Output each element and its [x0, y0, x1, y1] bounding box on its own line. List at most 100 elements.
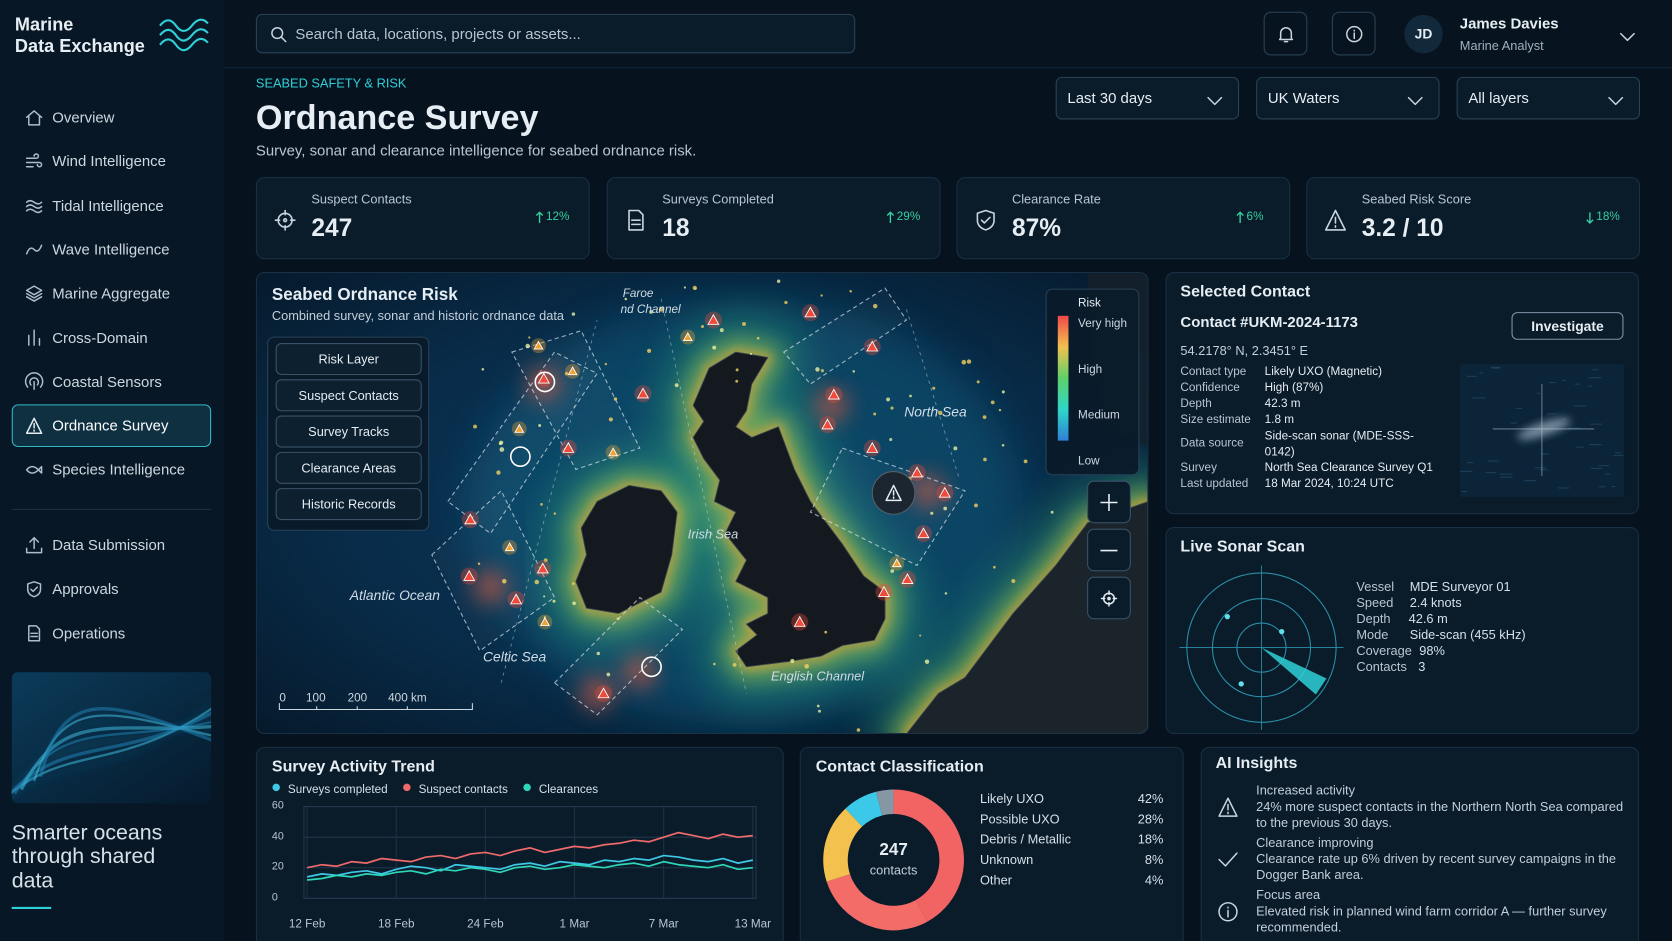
- info-button[interactable]: [1331, 11, 1376, 56]
- field-value: 42.3 m: [1264, 397, 1301, 411]
- icon: [271, 27, 287, 43]
- filter-label[interactable]: Last 30 days: [1067, 89, 1153, 107]
- nav-active[interactable]: [11, 404, 212, 448]
- donut-segment: [823, 808, 863, 882]
- page-subtitle: Survey, sonar and clearance intelligence…: [255, 141, 697, 159]
- survey-track: [660, 298, 747, 694]
- filter-label[interactable]: UK Waters: [1267, 89, 1340, 107]
- avatar: [1404, 14, 1443, 54]
- contact-marker: [464, 513, 477, 525]
- layer-button: [275, 451, 422, 484]
- contact-marker: [866, 340, 879, 352]
- nav-item[interactable]: Wave Intelligence: [52, 240, 170, 258]
- contact-marker: [938, 486, 951, 498]
- sighting: [553, 512, 557, 515]
- contact-marker: [707, 313, 720, 325]
- layer-button-label[interactable]: Suspect Contacts: [298, 388, 399, 404]
- nav-item[interactable]: Species Intelligence: [52, 460, 186, 478]
- x-tick-label: 7 Mar: [648, 917, 679, 931]
- sighting: [890, 569, 895, 573]
- layer-button-label[interactable]: Survey Tracks: [308, 424, 390, 440]
- sighting: [924, 659, 930, 664]
- contact-marker: [891, 558, 902, 568]
- sighting: [756, 336, 760, 340]
- search-placeholder[interactable]: Search data, locations, projects or asse…: [295, 25, 581, 43]
- sighting: [571, 312, 576, 316]
- icon: [1608, 96, 1624, 106]
- sighting: [824, 630, 828, 634]
- insight-text: Clearance rate up 6% driven by recent su…: [1256, 850, 1617, 882]
- sighting: [564, 371, 569, 376]
- nav-item[interactable]: Tidal Intelligence: [52, 196, 164, 214]
- nav-item[interactable]: Approvals: [52, 580, 119, 598]
- filter-label[interactable]: All layers: [1468, 89, 1529, 107]
- field-value: 2.4 knots: [1409, 595, 1462, 611]
- trend-arrow: [1586, 212, 1594, 224]
- nav-item[interactable]: Marine Aggregate: [52, 284, 171, 302]
- contact-marker: [567, 366, 578, 376]
- legend-label: Possible UXO: [979, 811, 1060, 827]
- sighting: [742, 322, 746, 326]
- sonar-texture: [1588, 385, 1593, 387]
- scale-label: 100: [306, 691, 326, 705]
- scale-bar: [278, 703, 473, 711]
- contact-marker: [539, 616, 550, 626]
- field-key: Confidence: [1180, 381, 1240, 395]
- field-value: North Sea Clearance Survey Q1: [1264, 461, 1433, 475]
- map-label: Celtic Sea: [483, 648, 547, 665]
- user-name: James Davies: [1459, 14, 1559, 32]
- layer-button-label[interactable]: Risk Layer: [318, 351, 379, 367]
- kpi-label: Suspect Contacts: [311, 191, 412, 207]
- notification-button[interactable]: [1263, 11, 1308, 56]
- icon: [1278, 27, 1294, 43]
- brand-name: Data Exchange: [14, 36, 145, 57]
- nav-item[interactable]: Coastal Sensors: [52, 372, 162, 390]
- sighting: [683, 286, 687, 289]
- panel-title: Live Sonar Scan: [1180, 537, 1305, 556]
- field-key: Last updated: [1180, 477, 1249, 491]
- selected-ring: [509, 446, 531, 468]
- series-line: [306, 831, 753, 869]
- icon: [1346, 26, 1363, 43]
- sighting: [499, 447, 505, 452]
- sonar-texture: [1613, 454, 1624, 456]
- investigate-button: [1511, 312, 1624, 340]
- field-value: 98%: [1419, 643, 1445, 659]
- sighting: [538, 423, 542, 427]
- sighting: [982, 415, 987, 420]
- sighting: [974, 503, 978, 508]
- icon: [1619, 32, 1635, 42]
- nav-item[interactable]: Wind Intelligence: [52, 152, 166, 170]
- kpi-card: [956, 177, 1291, 260]
- layer-button-label[interactable]: Historic Records: [301, 496, 396, 512]
- sighting: [990, 400, 995, 405]
- coordinates: 54.2178° N, 2.3451° E: [1180, 343, 1309, 359]
- land: [692, 351, 886, 668]
- sonar-texture: [1590, 467, 1603, 469]
- search-box[interactable]: [255, 13, 856, 54]
- avatar-initials: JD: [1414, 25, 1433, 42]
- icon: [25, 153, 43, 168]
- sighting: [983, 457, 987, 462]
- nav-item[interactable]: Overview: [52, 108, 115, 126]
- contact-marker: [910, 466, 924, 478]
- survey-corridor: [782, 287, 908, 385]
- icon: [976, 209, 995, 231]
- chart-title: Contact Classification: [815, 757, 984, 776]
- nav-item[interactable]: Ordnance Survey: [52, 416, 169, 434]
- x-tick-label: 24 Feb: [467, 917, 504, 931]
- icon: [25, 244, 43, 255]
- field-key: Survey: [1180, 461, 1217, 475]
- nav-item[interactable]: Operations: [52, 624, 126, 642]
- investigate-button-label[interactable]: Investigate: [1531, 318, 1604, 335]
- nav-item[interactable]: Cross-Domain: [52, 328, 148, 346]
- insight-title: Focus area: [1256, 887, 1321, 903]
- panel-title: Selected Contact: [1180, 282, 1311, 301]
- nav-item[interactable]: Data Submission: [52, 536, 166, 554]
- layer-button-label[interactable]: Clearance Areas: [301, 460, 396, 476]
- sonar-texture: [1485, 472, 1497, 474]
- sonar-texture: [1487, 460, 1499, 462]
- zoom-in-icon: [1100, 493, 1118, 512]
- layer-button: [275, 343, 422, 376]
- sighting: [816, 704, 820, 708]
